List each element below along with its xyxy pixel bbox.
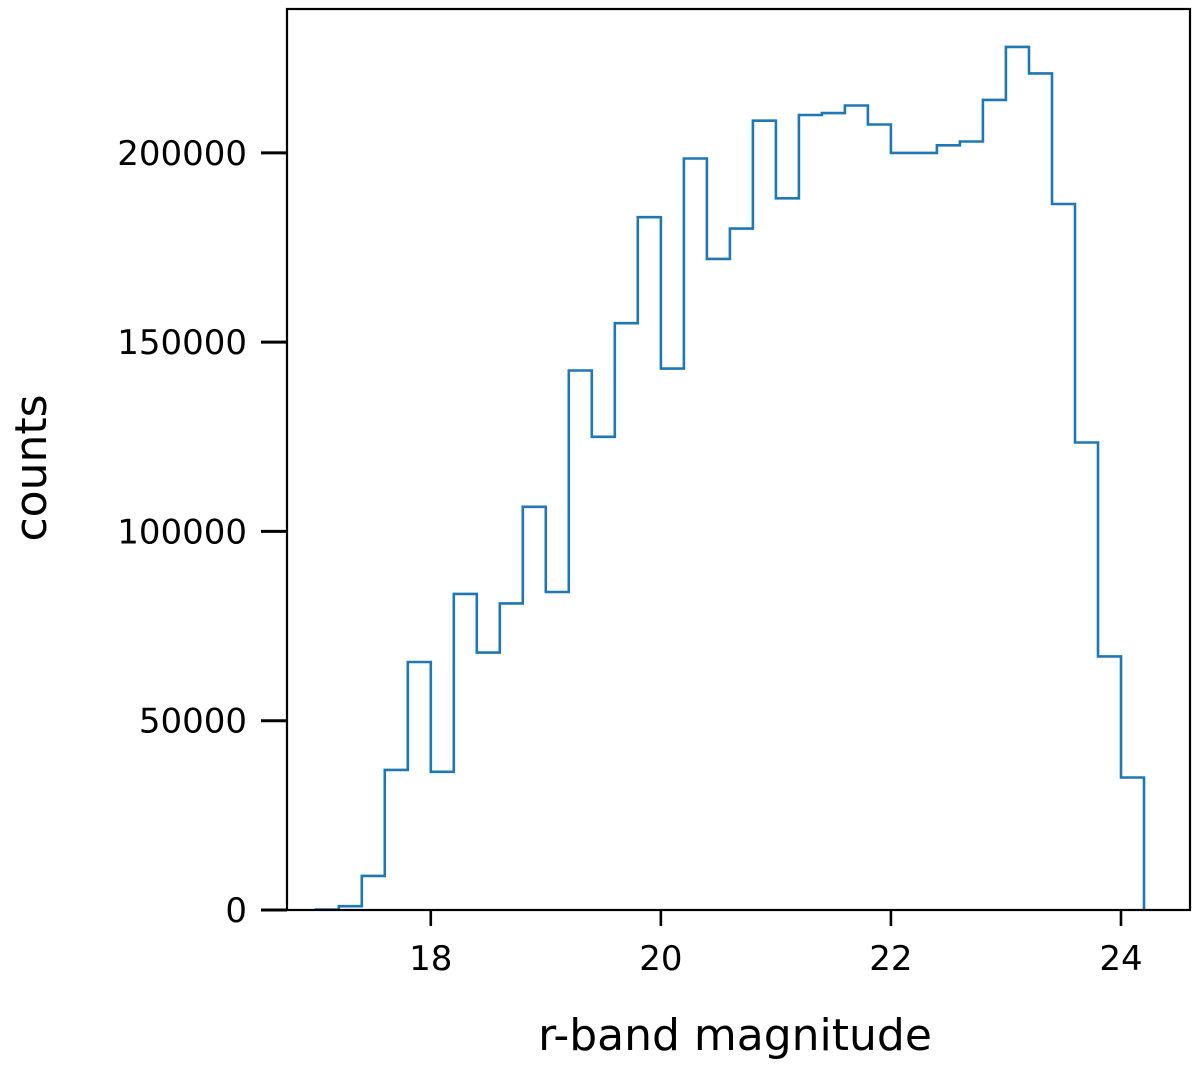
y-tick-label: 200000 xyxy=(117,134,247,174)
x-tick-label: 18 xyxy=(409,939,452,979)
plot-frame xyxy=(285,7,1192,912)
y-tick-label: 50000 xyxy=(139,702,247,742)
x-tick-label: 24 xyxy=(1099,939,1142,979)
x-axis-label: r-band magnitude xyxy=(538,1010,932,1061)
x-tick-label: 22 xyxy=(869,939,912,979)
plot-area xyxy=(314,45,1146,911)
x-tick-label: 20 xyxy=(639,939,682,979)
y-axis-ticks: 0 50000 100000 150000 200000 xyxy=(117,134,287,931)
y-tick-label: 100000 xyxy=(117,512,247,552)
histogram-series-line xyxy=(314,45,1146,911)
y-axis-label: counts xyxy=(6,394,57,541)
x-axis-ticks: 18 20 22 24 xyxy=(409,910,1143,979)
y-tick-label: 0 xyxy=(225,891,247,931)
y-tick-label: 150000 xyxy=(117,323,247,363)
